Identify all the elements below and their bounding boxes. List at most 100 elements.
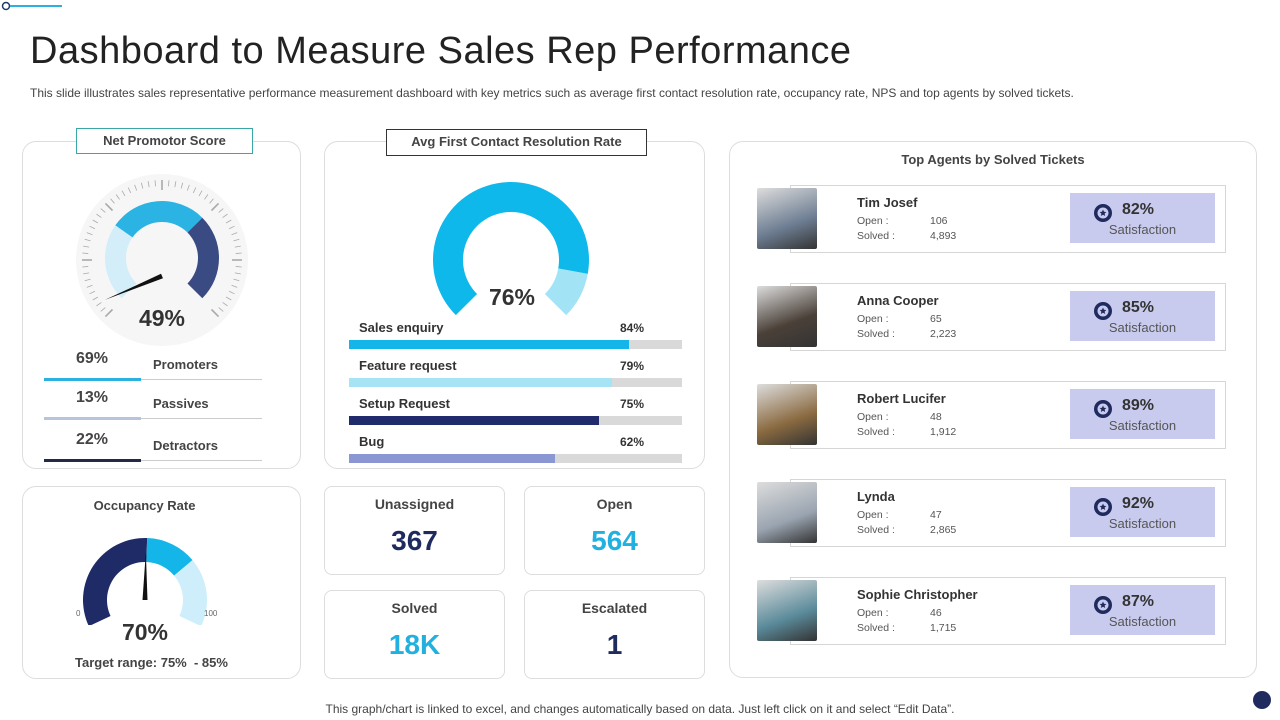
gauge-tick: [234, 245, 241, 248]
gauge-tick: [96, 302, 102, 307]
gauge-tick: [84, 238, 91, 242]
gauge-tick: [83, 245, 90, 248]
nps-row-underline: [44, 417, 141, 420]
fcr-bar-fill: [349, 378, 613, 387]
agent-open-value: 106: [930, 215, 948, 227]
gauge-tick: [235, 252, 242, 254]
page-subtitle: This slide illustrates sales representat…: [30, 86, 1074, 100]
agent-card[interactable]: Robert Lucifer Open : 48 Solved : 1,912 …: [757, 381, 1227, 449]
fcr-bar-row: Feature request 79%: [349, 358, 682, 388]
gauge-tick: [225, 296, 232, 301]
gauge-tick: [210, 202, 220, 212]
fcr-bar-percent: 84%: [620, 321, 645, 335]
agent-open-value: 48: [930, 411, 942, 423]
agent-solved-label: Solved :: [857, 524, 895, 536]
gauge-tick: [180, 182, 184, 189]
agent-card[interactable]: Sophie Christopher Open : 46 Solved : 1,…: [757, 577, 1227, 645]
nps-row-value: 13%: [75, 389, 109, 406]
gauge-tick: [83, 272, 90, 275]
agent-satisfaction-value: 89%: [1122, 397, 1155, 414]
agent-card[interactable]: Anna Cooper Open : 65 Solved : 2,223 85%…: [757, 283, 1227, 351]
nps-row-underline: [44, 459, 141, 462]
fcr-bar-fill: [349, 416, 599, 425]
badge-star-icon: [1094, 302, 1112, 320]
gauge-tick: [134, 184, 138, 191]
occupancy-panel: [22, 486, 301, 679]
agent-photo: [757, 286, 817, 347]
gauge-tick: [222, 302, 228, 307]
agent-solved-label: Solved :: [857, 426, 895, 438]
gauge-tick: [104, 202, 114, 212]
agent-photo: [757, 482, 817, 543]
agent-satisfaction: 92% Satisfaction: [1070, 487, 1215, 537]
fcr-bar-label: Bug: [359, 434, 385, 449]
agent-card[interactable]: Tim Josef Open : 106 Solved : 4,893 82% …: [757, 185, 1227, 253]
gauge-tick: [168, 180, 170, 187]
gauge-segment-promoters: [115, 201, 203, 238]
occupancy-segment-high: [174, 560, 207, 625]
nps-row-passives: 13% Passives: [44, 389, 262, 420]
occupancy-segment-target: [146, 538, 193, 576]
decor-line: [1, 1, 62, 11]
nps-needle: [104, 273, 163, 300]
agent-satisfaction-label: Satisfaction: [1108, 222, 1177, 237]
nps-row-label: Promoters: [153, 357, 219, 372]
fcr-bar-row: Sales enquiry 84%: [349, 320, 682, 350]
fcr-bar-fill: [349, 454, 556, 463]
agent-card[interactable]: Lynda Open : 47 Solved : 2,865 92% Satis…: [757, 479, 1227, 547]
agent-solved-value: 2,865: [930, 524, 957, 536]
agent-satisfaction-value: 92%: [1122, 495, 1155, 512]
page-title: Dashboard to Measure Sales Rep Performan…: [30, 30, 852, 72]
gauge-tick: [192, 187, 197, 194]
occupancy-segment-low: [83, 538, 148, 625]
agent-photo: [757, 580, 817, 641]
gauge-tick: [218, 208, 224, 213]
fcr-bar-track: [349, 454, 682, 463]
agent-name: Robert Lucifer: [857, 391, 946, 406]
agent-satisfaction: 87% Satisfaction: [1070, 585, 1215, 635]
gauge-tick: [96, 213, 102, 218]
agent-satisfaction-value: 87%: [1122, 593, 1155, 610]
fcr-donut: [433, 181, 589, 316]
stat-label: Solved: [391, 600, 438, 616]
occupancy-min: 0: [76, 609, 81, 618]
gauge-tick: [92, 219, 99, 224]
badge-star-icon: [1094, 204, 1112, 222]
fcr-bar-label: Setup Request: [359, 396, 451, 411]
stat-label: Unassigned: [374, 496, 455, 512]
gauge-tick: [110, 198, 115, 204]
gauge-segment-detractors: [187, 217, 219, 299]
agent-solved-label: Solved :: [857, 328, 895, 340]
agent-solved-value: 4,893: [930, 230, 957, 242]
fcr-bar-track: [349, 416, 682, 425]
gauge-tick: [233, 278, 240, 282]
agent-satisfaction-value: 85%: [1122, 299, 1155, 316]
nps-label: Net Promotor Score: [76, 128, 253, 154]
gauge-tick: [140, 182, 144, 189]
agent-name: Anna Cooper: [857, 293, 939, 308]
agent-solved-label: Solved :: [857, 230, 895, 242]
agent-name: Sophie Christopher: [857, 587, 978, 602]
stat-value: 564: [591, 525, 638, 556]
agent-satisfaction: 82% Satisfaction: [1070, 193, 1215, 243]
fcr-bar-percent: 75%: [620, 397, 645, 411]
agent-open-label: Open :: [857, 509, 889, 521]
nps-value: 49%: [138, 305, 186, 331]
stat-label: Open: [596, 496, 633, 512]
gauge-tick: [86, 232, 93, 236]
gauge-tick: [222, 213, 228, 218]
nps-gauge: [76, 174, 248, 346]
agent-satisfaction-label: Satisfaction: [1108, 320, 1177, 335]
nav-dot[interactable]: [1253, 691, 1271, 709]
agent-open-value: 47: [930, 509, 942, 521]
gauge-tick: [235, 266, 242, 268]
occupancy-gauge: [83, 538, 207, 625]
agent-solved-value: 2,223: [930, 328, 957, 340]
stat-value: 367: [391, 525, 438, 556]
agent-satisfaction: 89% Satisfaction: [1070, 389, 1215, 439]
fcr-bar-row: Bug 62%: [349, 434, 682, 464]
fcr-bar-row: Setup Request 75%: [349, 396, 682, 426]
gauge-tick: [147, 181, 150, 188]
fcr-arc-resolved: [433, 181, 589, 316]
fcr-bar-fill: [349, 340, 629, 349]
